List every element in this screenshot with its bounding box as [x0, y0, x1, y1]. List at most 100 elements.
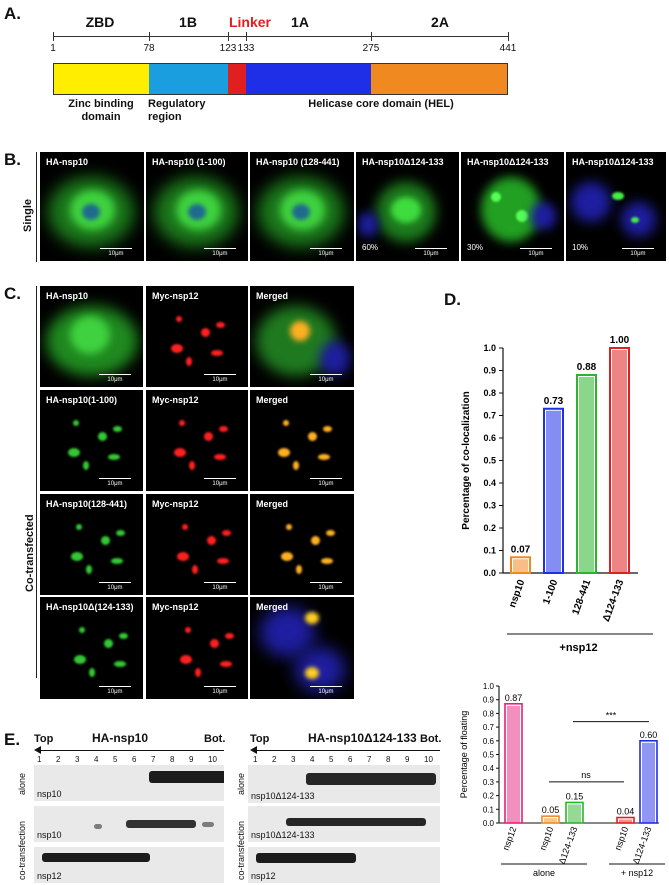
cell-blob — [216, 322, 225, 328]
blot-band — [149, 771, 224, 783]
cotrans-image-label: Myc-nsp12 — [152, 395, 199, 405]
blot-alone-label: alone — [236, 772, 246, 795]
chart-e-ytick-label: 0.9 — [483, 696, 495, 705]
chart-d-ytick-label: 0.9 — [483, 366, 496, 376]
chart-d-ytick-label: 0.0 — [483, 568, 496, 578]
cell-blob — [220, 661, 232, 667]
cell-blob — [311, 536, 320, 545]
domain-1b-name: 1B — [179, 14, 197, 30]
cell-blob — [119, 633, 128, 639]
scale-bar — [204, 478, 236, 479]
lane-number: 2 — [56, 755, 61, 764]
scale-bar — [204, 686, 236, 687]
cell-blob — [114, 661, 126, 667]
cell-blob — [391, 197, 421, 223]
cell-blob — [113, 426, 122, 432]
chart-d-ytick-label: 0.5 — [483, 456, 496, 466]
chart-d-ylabel: Percentage of co-localization — [461, 391, 472, 529]
single-image-4: HA-nsp10Δ124-133 60% 10μm — [356, 152, 459, 261]
scale-bar — [99, 478, 131, 479]
blot-band — [94, 824, 102, 829]
single-image-label: HA-nsp10Δ124-133 — [572, 157, 654, 167]
cotrans-image-r2-c2: Myc-nsp12 10μm — [146, 390, 248, 491]
blot-band — [42, 853, 150, 862]
chart-e-ytick-label: 0.5 — [483, 751, 495, 760]
chart-d-ytick-label: 0.8 — [483, 388, 496, 398]
cell-blob — [292, 204, 310, 220]
lane-number: 1 — [253, 755, 258, 764]
chart-e-bar-fill — [507, 705, 520, 823]
scale-bar — [310, 248, 342, 249]
cell-blob — [318, 454, 330, 460]
cell-blob — [86, 565, 92, 574]
blot-bot-label: Bot. — [204, 733, 226, 745]
single-image-6: HA-nsp10Δ124-133 10% 10μm — [566, 152, 666, 261]
cell-blob — [74, 655, 86, 664]
caption-zinc: Zinc binding domain — [68, 98, 134, 123]
cell-blob — [320, 341, 350, 376]
ruler-tick — [508, 32, 509, 41]
scale-label: 10μm — [108, 251, 124, 257]
cotrans-image-r4-c1: HA-nsp10Δ(124-133) 10μm — [40, 597, 143, 699]
blot-band — [126, 820, 196, 828]
ruler-tick-label: 275 — [362, 43, 380, 54]
cell-blob — [83, 461, 89, 470]
lane-number: 3 — [75, 755, 80, 764]
scale-label: 10μm — [318, 377, 334, 383]
chart-e-bar-fill — [642, 742, 655, 823]
blot-cotrans-label: co-transfection — [236, 820, 246, 880]
ruler-tick-label: 123 — [219, 43, 237, 54]
single-image-3: HA-nsp10 (128-441) 10μm — [250, 152, 354, 261]
chart-d-bar-fill — [546, 410, 561, 573]
scale-bar — [622, 248, 654, 249]
caption-regulatory: Regulatory region — [148, 98, 206, 123]
cotrans-image-r3-c3: Merged 10μm — [250, 494, 354, 595]
scale-bar — [204, 374, 236, 375]
blot-label: nsp12 — [37, 871, 62, 881]
chart-e-group-label: alone — [533, 868, 555, 878]
scale-bar — [99, 374, 131, 375]
cell-blob — [68, 448, 80, 457]
cotrans-image-r1-c2: Myc-nsp12 10μm — [146, 286, 248, 387]
chart-e-ytick-label: 0.7 — [483, 723, 495, 732]
blot-left-cotrans-nsp10: nsp10 — [34, 806, 224, 842]
chart-e-ytick-label: 0.3 — [483, 778, 495, 787]
single-image-label: HA-nsp10 — [46, 157, 89, 167]
domain-2a-name: 2A — [431, 14, 449, 30]
blot-top-label: Top — [34, 733, 54, 745]
cell-blob — [531, 202, 556, 230]
cotrans-image-r4-c3: Merged 10μm — [250, 597, 354, 699]
cell-blob — [70, 316, 110, 354]
chart-e-ytick-label: 0.0 — [483, 819, 495, 828]
cotrans-image-label: HA-nsp10 — [46, 291, 89, 301]
scale-label: 10μm — [107, 689, 123, 695]
cell-blob — [176, 316, 182, 322]
cotrans-image-r3-c2: Myc-nsp12 10μm — [146, 494, 248, 595]
chart-d-group-label: +nsp12 — [559, 642, 597, 654]
single-image-label: HA-nsp10 (128-441) — [256, 157, 340, 167]
cotransfected-images: HA-nsp10 10μm Myc-nsp12 10μm Merged 10μm HA-ns… — [40, 286, 354, 699]
cell-blob — [295, 647, 345, 692]
cell-blob — [179, 420, 185, 426]
blot-alone-label: alone — [17, 772, 27, 795]
domain-map: ZBD 1B Linker 1A 2A 1 78 123 133 275 441 Zinc bindi… — [0, 0, 669, 135]
scale-label: 10μm — [107, 585, 123, 591]
cell-blob — [281, 552, 293, 561]
cell-blob — [308, 432, 317, 441]
ruler-tick — [371, 32, 372, 41]
scale-bar — [99, 686, 131, 687]
scale-label: 10μm — [318, 251, 334, 257]
lane-number: 4 — [94, 755, 99, 764]
chart-e-sig-label: *** — [606, 711, 617, 721]
scale-bar — [99, 582, 131, 583]
blot-right-cotrans-nsp10: nsp10Δ124-133 — [248, 806, 440, 842]
cell-blob — [286, 524, 292, 530]
scale-label: 10μm — [528, 251, 544, 257]
domain-linker-name: Linker — [228, 14, 271, 30]
cell-blob — [222, 530, 231, 536]
cell-blob — [104, 639, 113, 648]
chart-d-ytick-label: 1.0 — [483, 343, 496, 353]
row-bracket-b — [36, 152, 37, 262]
cell-blob — [283, 420, 289, 426]
blot-label: nsp10 — [37, 789, 62, 799]
